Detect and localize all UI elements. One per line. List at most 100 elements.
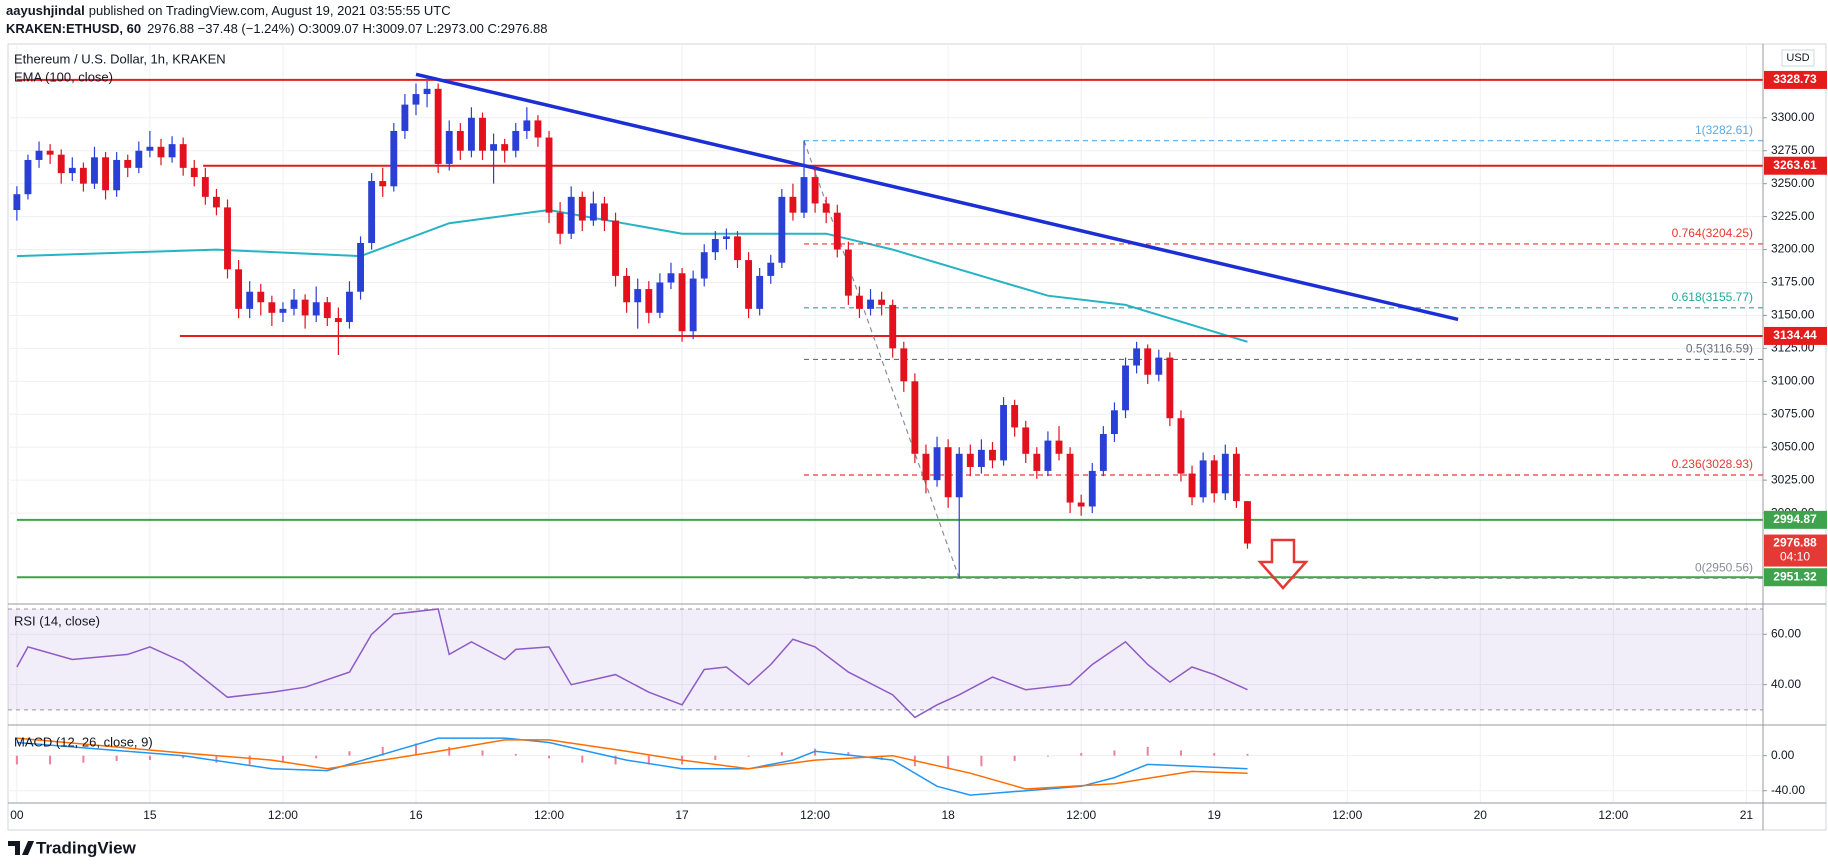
candle-body	[334, 318, 342, 323]
candle-body	[1055, 440, 1063, 454]
y-tick-label: 3050.00	[1771, 439, 1815, 453]
histogram-bar	[980, 755, 983, 767]
price-badge-label: 2976.88	[1773, 536, 1817, 550]
candle-body	[1144, 348, 1152, 375]
x-tick-label: 18	[941, 808, 955, 822]
candle-body	[844, 249, 852, 296]
macd-pane	[15, 737, 1249, 796]
published: published on TradingView.com, August 19,…	[89, 3, 451, 18]
candle-body	[1188, 473, 1196, 498]
candle-body	[346, 291, 353, 323]
candle-body	[1166, 357, 1174, 419]
candle-body	[1044, 440, 1052, 471]
candle-body	[989, 449, 996, 461]
candle-body	[157, 146, 165, 158]
histogram-bar	[614, 755, 617, 765]
histogram-bar	[15, 755, 18, 765]
histogram-bar	[1213, 753, 1216, 756]
fib-label: 0.236(3028.93)	[1672, 457, 1753, 471]
x-tick-label: 17	[675, 808, 689, 822]
histogram-bar	[1013, 755, 1016, 761]
candle-body	[933, 447, 941, 481]
candle-body	[534, 120, 542, 138]
y-tick-label: 3025.00	[1771, 472, 1815, 486]
candle-body	[678, 273, 686, 332]
histogram-bar	[82, 755, 85, 763]
x-tick-label: 16	[409, 808, 423, 822]
candle-body	[645, 289, 653, 313]
candle-body	[1066, 453, 1074, 503]
histogram-bar	[148, 755, 151, 761]
candle-body	[1000, 405, 1008, 461]
histogram-bar	[215, 755, 218, 763]
indicator-line	[16, 737, 1248, 796]
histogram-bar	[414, 743, 417, 756]
candle-body	[612, 220, 619, 276]
candle-body	[323, 302, 331, 319]
x-tick-label: 12:00	[800, 808, 830, 822]
candle-body	[856, 295, 863, 309]
candle-body	[179, 144, 187, 168]
candle-body	[756, 275, 764, 309]
price-badge	[1764, 510, 1827, 529]
y-tick-label: 3100.00	[1771, 373, 1815, 387]
candle-body	[833, 212, 841, 250]
price-badge	[1764, 326, 1827, 345]
candle-body	[279, 308, 287, 313]
candle-body	[46, 150, 54, 155]
candle-body	[634, 289, 642, 303]
candle-body	[955, 453, 963, 498]
candle-body	[113, 159, 121, 191]
candle-body	[423, 88, 431, 95]
candle-body	[1122, 365, 1129, 411]
x-tick-label: 12:00	[1332, 808, 1362, 822]
ema-line	[16, 208, 1248, 343]
fib-label: 0.5(3116.59)	[1686, 342, 1753, 356]
histogram-bar	[880, 755, 883, 761]
candle-body	[878, 299, 886, 305]
candle-body	[401, 104, 409, 131]
candle-body	[124, 159, 132, 168]
candle-body	[1011, 405, 1019, 428]
candle-body	[778, 196, 786, 263]
candle-body	[578, 196, 586, 221]
histogram-bar	[281, 755, 284, 763]
candle-body	[822, 203, 830, 213]
candle-body	[1210, 460, 1218, 494]
price-badge	[1764, 70, 1827, 89]
candle-body	[722, 236, 730, 240]
publish-line: aayushjindal published on TradingView.com…	[6, 3, 451, 18]
candle-body	[212, 196, 220, 208]
price-badge	[1764, 568, 1827, 587]
candle-body	[57, 154, 65, 174]
candle-body	[146, 146, 154, 151]
histogram-bar	[947, 755, 950, 769]
candle-body	[745, 260, 753, 309]
x-tick-label: 12:00	[534, 808, 564, 822]
histogram-bar	[1113, 750, 1116, 756]
ema-legend: EMA (100, close)	[14, 69, 113, 84]
candle-body	[944, 447, 952, 498]
candle-body	[135, 150, 143, 168]
histogram-bar	[647, 755, 650, 765]
candle-body	[13, 194, 21, 211]
candle-body	[479, 117, 486, 151]
y-tick-label: 3225.00	[1771, 209, 1815, 223]
histogram-bar	[1080, 753, 1083, 756]
candle-body	[268, 302, 276, 313]
brand-icon	[8, 841, 34, 855]
candle-body	[490, 144, 498, 151]
histogram-bar	[381, 746, 384, 756]
candle-body	[1099, 434, 1107, 471]
histogram-bar	[1179, 750, 1182, 756]
histogram-bar	[1146, 746, 1149, 756]
y-tick-label: 3250.00	[1771, 176, 1815, 190]
axes: 00 15 12:00 16 12:00 17 12:00 18 12:00 19 12:00 20 1…	[10, 70, 1827, 822]
candle-body	[811, 177, 819, 204]
candle-body	[201, 177, 209, 197]
candle-body	[224, 207, 231, 270]
fib-label: 1(3282.61)	[1695, 123, 1753, 137]
author[interactable]: aayushjindal	[6, 3, 85, 18]
histogram-bar	[115, 755, 118, 761]
x-tick-label: 12:00	[1598, 808, 1628, 822]
